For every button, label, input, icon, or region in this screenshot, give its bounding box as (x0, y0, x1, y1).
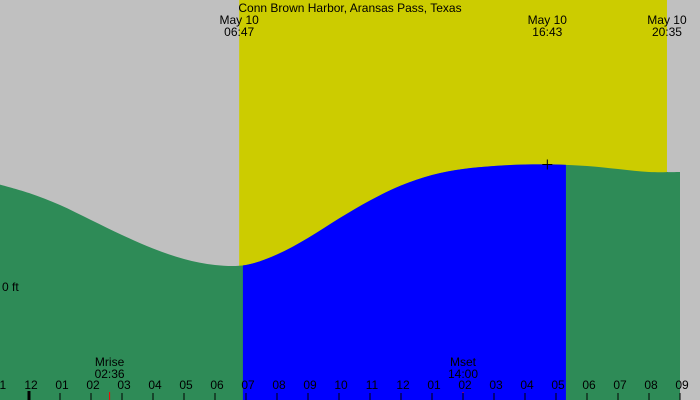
x-tick-label: 07 (241, 378, 255, 392)
x-tick-label: 02 (86, 378, 100, 392)
x-tick-label: 04 (520, 378, 534, 392)
y-axis-label: 0 ft (2, 280, 19, 294)
tide-area-day (242, 164, 566, 400)
x-tick-label: 04 (148, 378, 162, 392)
x-tick-label: 12 (396, 378, 410, 392)
x-tick-label: 10 (334, 378, 348, 392)
x-tick-label: 01 (427, 378, 441, 392)
x-tick-label: 05 (179, 378, 193, 392)
x-tick-label: 02 (458, 378, 472, 392)
moon-event-time: 02:36 (95, 367, 125, 381)
header-date-label: May 10 (647, 13, 687, 27)
header-time-label: 06:47 (224, 25, 254, 39)
x-tick-label: 08 (644, 378, 658, 392)
x-tick-label: 09 (675, 378, 689, 392)
x-tick-label: 06 (210, 378, 224, 392)
moon-event-label: Mset (450, 355, 477, 369)
x-tick-label: 11 (0, 378, 7, 392)
x-tick-label: 07 (613, 378, 627, 392)
x-tick-label: 03 (489, 378, 503, 392)
moon-event-time: 14:00 (448, 367, 478, 381)
high-tide-marker (542, 159, 553, 170)
header-time-label: 16:43 (532, 25, 562, 39)
x-tick-label: 11 (366, 378, 379, 392)
x-tick-label: 03 (117, 378, 131, 392)
header-date-label: May 10 (528, 13, 568, 27)
x-tick-label: 09 (303, 378, 317, 392)
x-tick-label: 08 (272, 378, 286, 392)
x-tick-label: 12 (24, 378, 38, 392)
chart-title: Conn Brown Harbor, Aransas Pass, Texas (238, 1, 461, 15)
header-time-label: 20:35 (652, 25, 682, 39)
x-tick-label: 01 (55, 378, 69, 392)
x-tick-label: 06 (582, 378, 596, 392)
header-date-label: May 10 (220, 13, 260, 27)
x-tick-label: 05 (551, 378, 565, 392)
moon-event-label: Mrise (95, 355, 125, 369)
